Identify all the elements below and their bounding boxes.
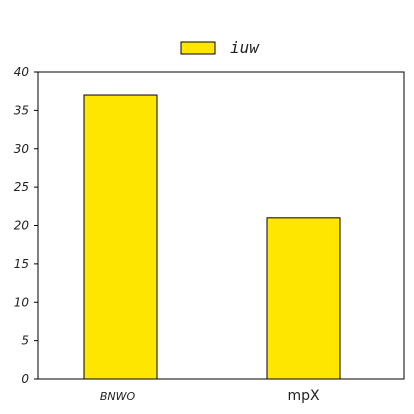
legend: iuw bbox=[180, 38, 260, 57]
y-tick-label: 5 bbox=[21, 334, 29, 348]
plot-frame bbox=[37, 71, 405, 380]
bar-bnwo bbox=[83, 94, 158, 380]
bar-mpx bbox=[266, 217, 341, 380]
y-tick-label: 0 bbox=[21, 372, 29, 386]
y-tick-label: 25 bbox=[14, 180, 29, 194]
y-tick-label: 10 bbox=[14, 295, 30, 309]
y-tick-label: 15 bbox=[14, 257, 29, 271]
legend-swatch bbox=[180, 41, 216, 55]
y-tick-label: 40 bbox=[14, 65, 30, 79]
x-tick-label: mpX bbox=[287, 388, 320, 404]
y-tick-label: 30 bbox=[14, 142, 30, 156]
bars bbox=[83, 94, 341, 380]
x-tick-label: BNWO bbox=[100, 390, 136, 403]
x-axis-labels: BNWO mpX bbox=[100, 388, 320, 404]
y-axis-ticks: 0 5 10 15 20 25 30 35 40 bbox=[14, 65, 38, 386]
legend-label: iuw bbox=[230, 38, 260, 57]
y-tick-label: 35 bbox=[14, 103, 29, 117]
y-tick-label: 20 bbox=[14, 219, 30, 233]
